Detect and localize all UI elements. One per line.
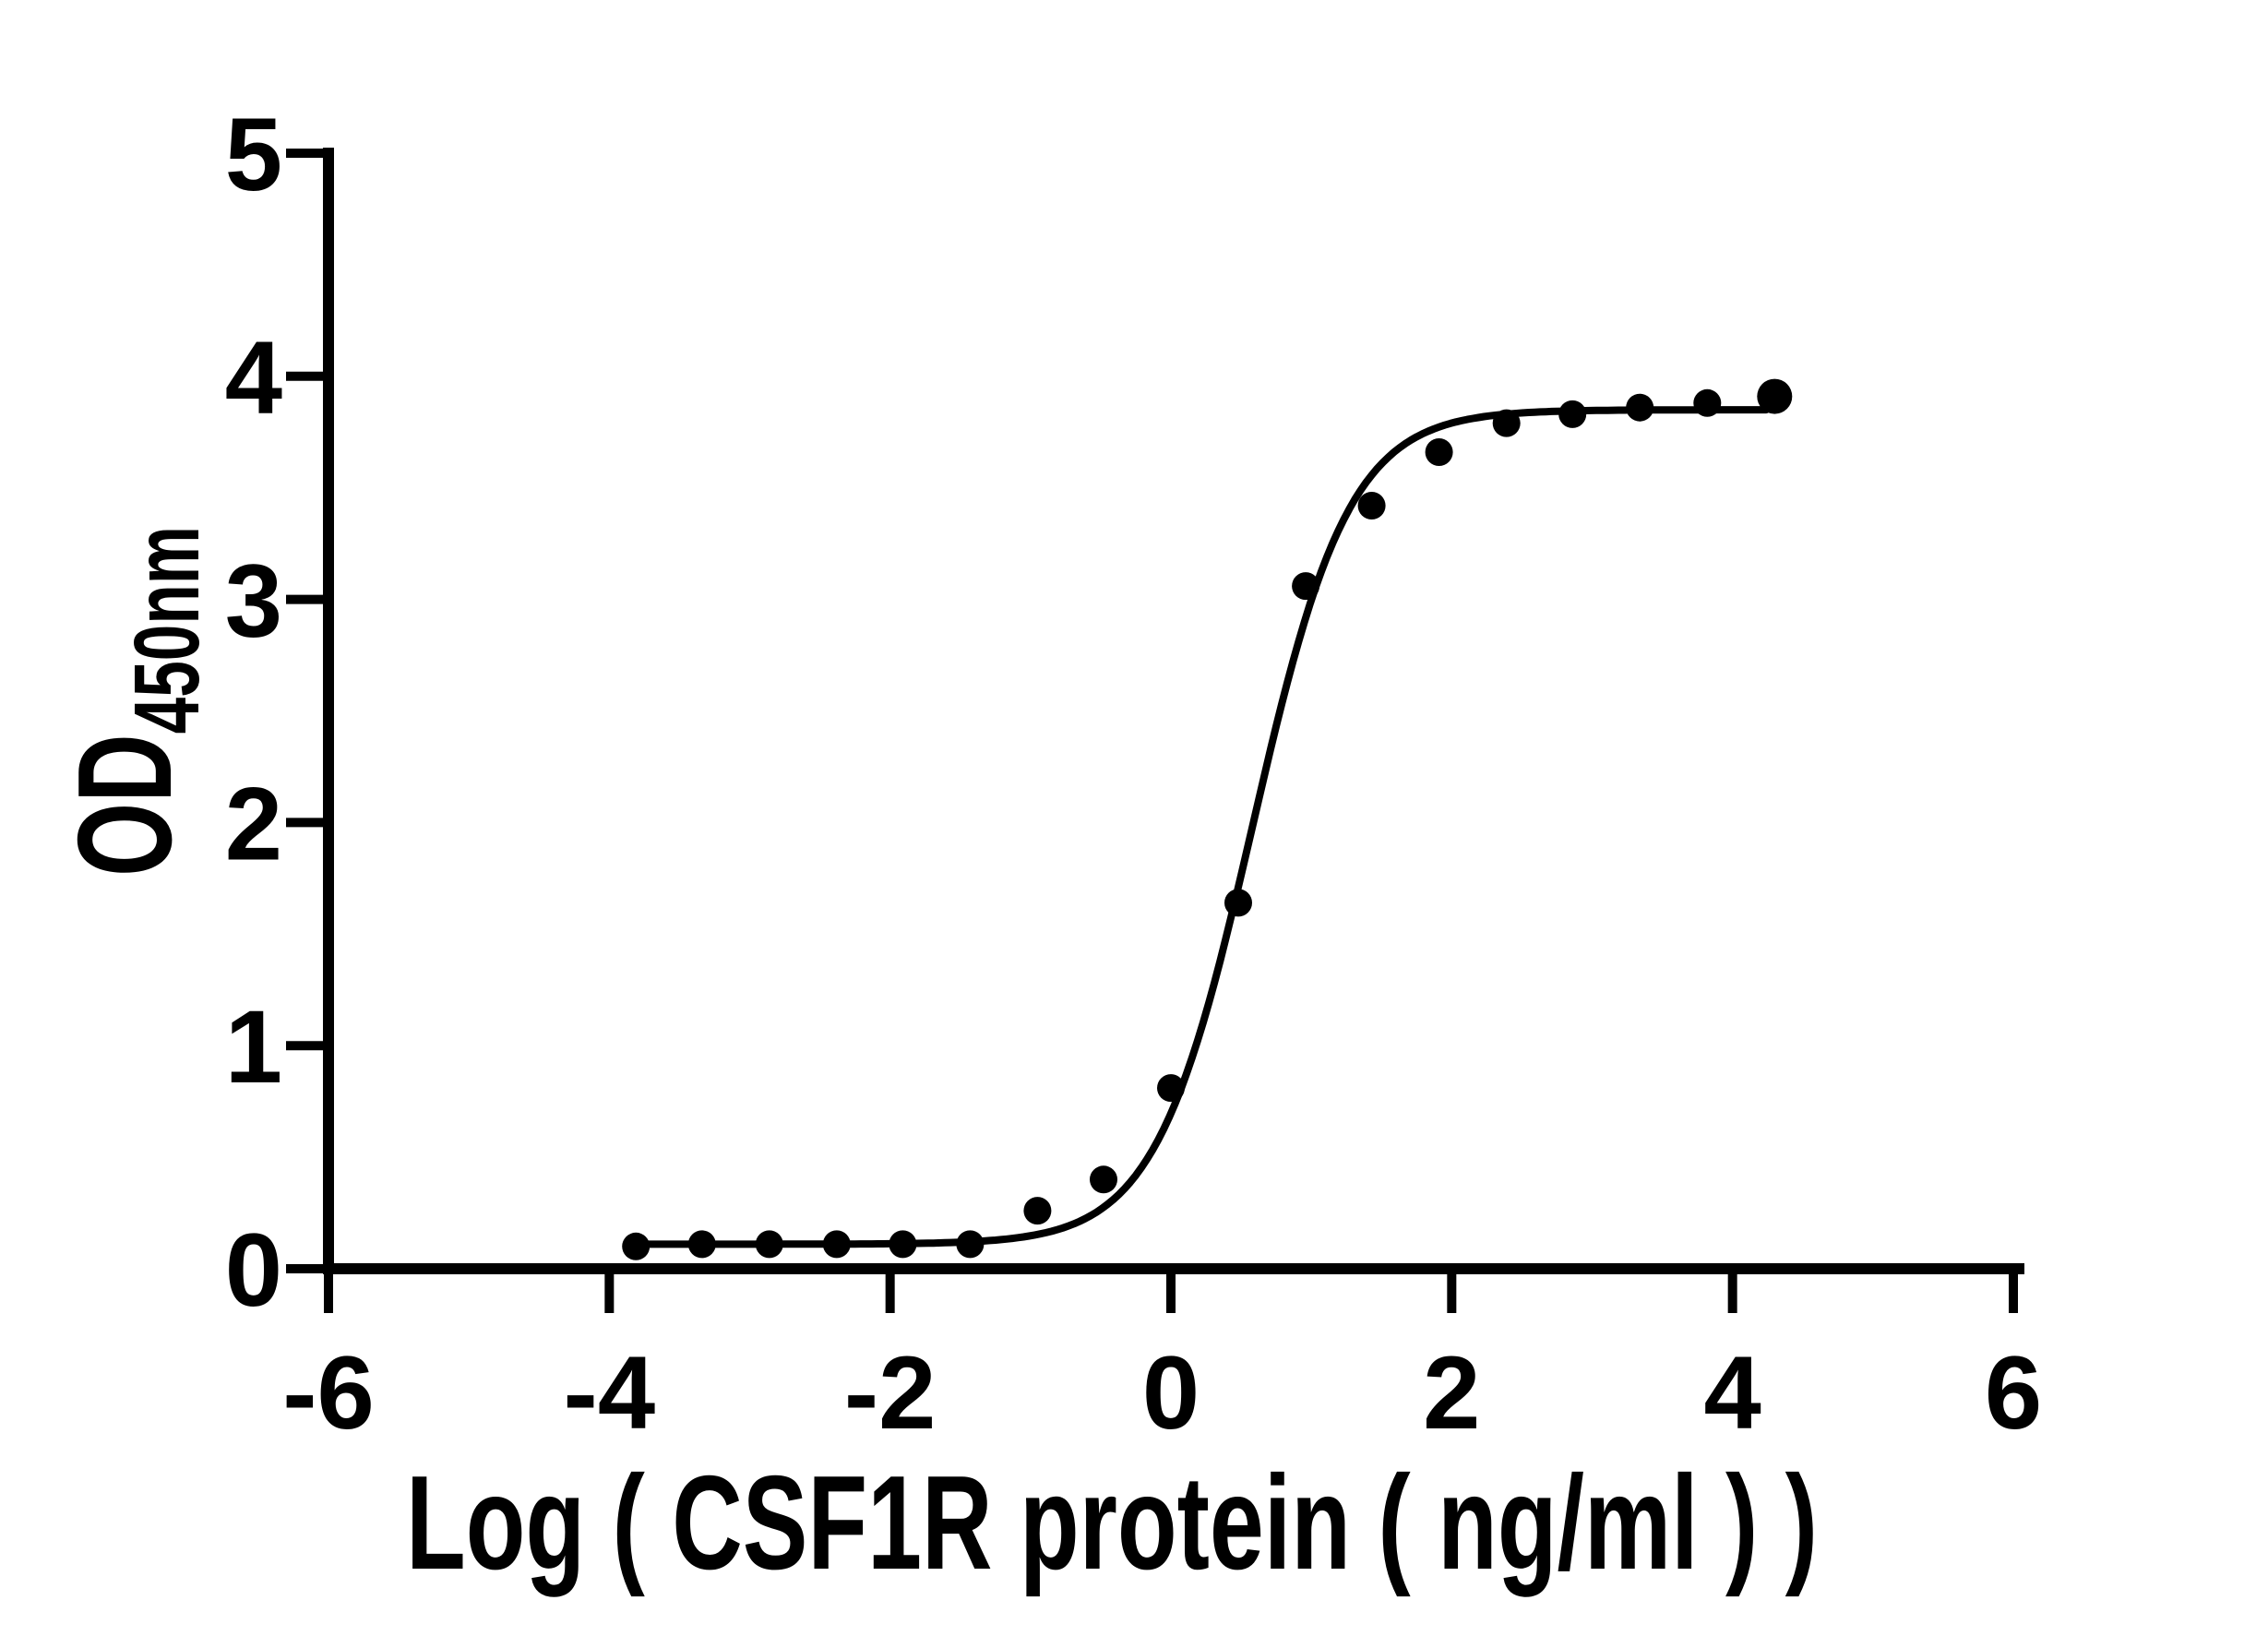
data-point: [1492, 409, 1521, 437]
y-axis-title-subscript: 450nm: [115, 526, 219, 734]
x-tick-label: 4: [1704, 1335, 1761, 1451]
x-axis-title: Log ( CSF1R protein ( ng/ml ) ): [406, 1448, 1818, 1597]
data-point: [755, 1230, 783, 1259]
data-point: [956, 1230, 985, 1259]
data-point: [1757, 378, 1793, 414]
y-tick-label: 0: [225, 1212, 282, 1328]
data-point: [1292, 572, 1320, 601]
data-point: [1090, 1165, 1117, 1194]
y-tick-label: 2: [225, 766, 282, 881]
x-tick-label: -6: [282, 1335, 375, 1451]
data-point: [1023, 1197, 1052, 1225]
data-point: [687, 1230, 716, 1259]
data-point: [889, 1230, 917, 1259]
data-point: [1157, 1074, 1185, 1103]
data-point: [1357, 492, 1386, 519]
y-tick-label: 4: [225, 320, 282, 436]
plot-area: 0 1 2 3 4 5 -6 -4 -2 0 2 4 6: [225, 97, 2042, 1451]
y-tick-label: 1: [225, 989, 282, 1105]
y-tick-label: 3: [225, 543, 282, 659]
y-axis-title: OD450nm: [50, 526, 219, 877]
data-point: [1224, 889, 1252, 917]
x-tick-label: -4: [564, 1335, 656, 1451]
fit-curve: [632, 406, 1771, 1248]
y-tick-label: 5: [225, 97, 282, 212]
data-point: [1558, 400, 1587, 428]
data-point: [822, 1230, 851, 1259]
x-tick-label: 6: [1985, 1335, 2042, 1451]
x-tick-label: -2: [844, 1335, 937, 1451]
data-point: [1626, 393, 1654, 422]
x-tick-label: 2: [1423, 1335, 1480, 1451]
data-point: [1693, 388, 1722, 417]
y-axis-title-main: OD: [50, 734, 199, 877]
data-point: [622, 1232, 651, 1260]
x-tick-label: 0: [1142, 1335, 1200, 1451]
data-point: [1425, 438, 1453, 466]
